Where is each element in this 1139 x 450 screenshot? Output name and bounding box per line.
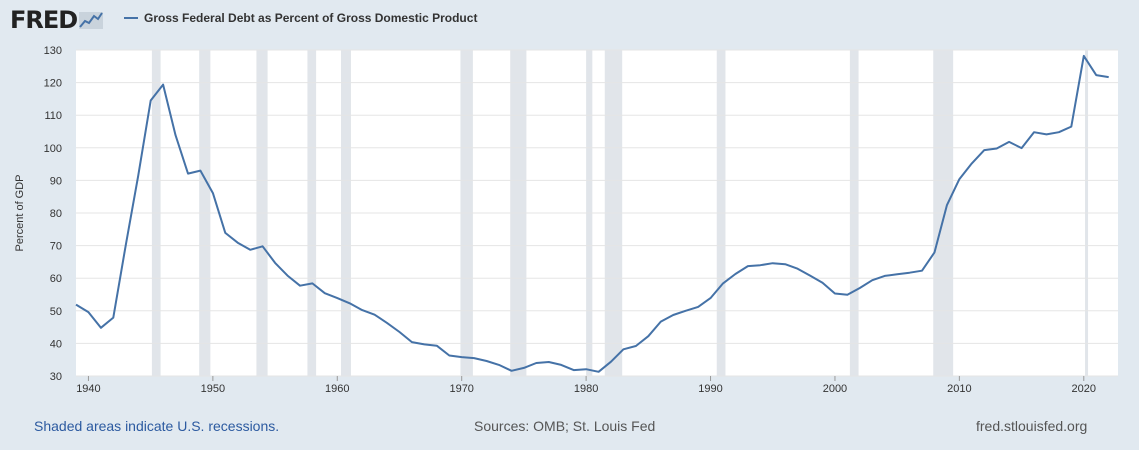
x-tick-label: 2020	[1072, 383, 1096, 395]
y-tick-label: 80	[50, 208, 62, 220]
x-tick-label: 1940	[76, 383, 100, 395]
y-tick-label: 50	[50, 306, 62, 318]
chart-legend[interactable]: Gross Federal Debt as Percent of Gross D…	[124, 11, 477, 25]
x-tick-label: 1980	[574, 383, 598, 395]
logo-text: FRED	[10, 6, 78, 34]
legend-label: Gross Federal Debt as Percent of Gross D…	[144, 11, 478, 25]
fred-logo[interactable]: FRED	[10, 5, 104, 35]
y-tick-label: 30	[50, 371, 62, 383]
x-tick-label: 1960	[325, 383, 349, 395]
y-tick-label: 130	[44, 45, 62, 57]
y-tick-label: 110	[44, 110, 62, 122]
y-tick-label: 90	[50, 175, 62, 187]
line-graph-icon	[79, 12, 104, 29]
x-tick-label: 1990	[698, 383, 722, 395]
axes: 30 40 50 60 70 80 90 100 110 120 130 1940 1950 1960 19…	[44, 45, 1096, 395]
x-tick-label: 1950	[201, 383, 225, 395]
sources-text: Sources: OMB; St. Louis Fed	[474, 418, 656, 434]
series-line	[75, 54, 1109, 373]
y-axis-label: Percent of GDP	[14, 174, 26, 251]
y-tick-label: 70	[50, 241, 62, 253]
x-tick-label: 2000	[823, 383, 847, 395]
y-tick-label: 120	[44, 78, 62, 90]
site-link[interactable]: fred.stlouisfed.org	[976, 418, 1088, 434]
x-tick-label: 1970	[449, 383, 473, 395]
recession-note-link[interactable]: Shaded areas indicate U.S. recessions.	[34, 418, 280, 434]
line-chart: 30 40 50 60 70 80 90 100 110 120 130 1940 1950 1960 19…	[14, 45, 1118, 395]
series-lines	[75, 54, 1109, 373]
x-tick-label: 2010	[947, 383, 971, 395]
y-tick-label: 60	[50, 273, 62, 285]
legend-swatch	[124, 17, 138, 19]
y-tick-label: 40	[50, 338, 62, 350]
y-tick-label: 100	[44, 143, 62, 155]
